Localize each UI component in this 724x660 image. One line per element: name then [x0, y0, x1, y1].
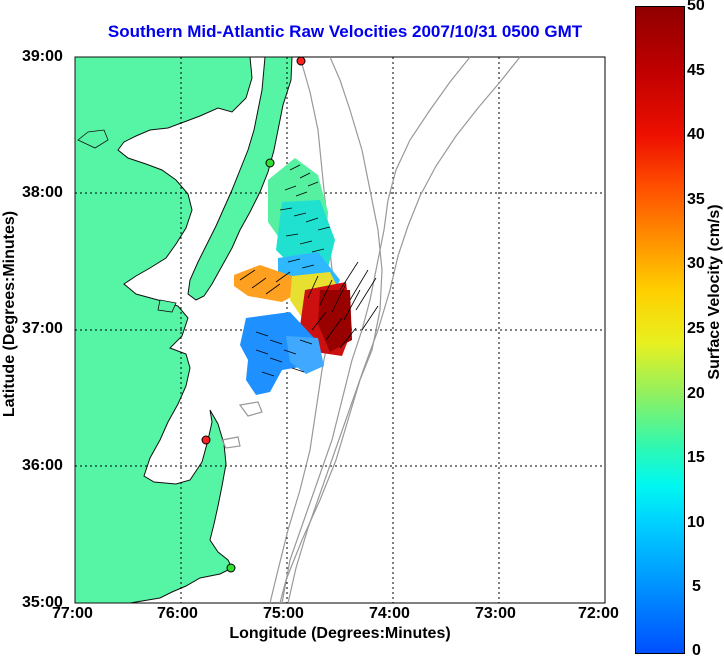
- velocity-south-lightblue: [286, 336, 324, 374]
- y-tick: 35:00: [22, 594, 63, 611]
- x-tick: 74:00: [369, 605, 410, 622]
- colorbar-tick: 20: [687, 385, 705, 402]
- velocity-core-darkred: [318, 290, 352, 352]
- delmarva-peninsula: [187, 56, 293, 301]
- colorbar-tick: 40: [687, 126, 705, 143]
- colorbar-tick: 0: [692, 642, 701, 659]
- colorbar-tick: 10: [687, 514, 705, 531]
- colorbar-tick: 5: [692, 578, 701, 595]
- western-shore: [74, 56, 253, 604]
- x-tick: 77:00: [52, 605, 93, 622]
- velocity-north-cyan: [276, 200, 335, 270]
- colorbar-tick: 30: [687, 255, 705, 272]
- x-tick: 72:00: [578, 605, 619, 622]
- y-axis-label: Latitude (Degrees:Minutes): [1, 210, 18, 418]
- station-marker: [265, 158, 275, 168]
- x-axis-label: Longitude (Degrees:Minutes): [229, 625, 451, 642]
- y-tick: 36:00: [22, 457, 63, 474]
- colorbar: [635, 6, 685, 654]
- velocity-arrows: [239, 164, 379, 377]
- map-title: Southern Mid-Atlantic Raw Velocities 200…: [107, 22, 583, 41]
- velocity-west-orange: [234, 265, 300, 302]
- station-marker: [296, 56, 306, 66]
- colorbar-label: Surface Velocity (cm/s): [706, 204, 723, 380]
- colorbar-tick: 45: [687, 62, 705, 79]
- y-tick: 38:00: [22, 184, 63, 201]
- land: [74, 56, 293, 604]
- colorbar-tick: 15: [687, 449, 705, 466]
- y-tick: 37:00: [22, 320, 63, 337]
- velocity-field: [234, 158, 352, 395]
- x-tick: 73:00: [475, 605, 516, 622]
- stations: [201, 56, 306, 573]
- y-tick: 39:00: [22, 48, 63, 65]
- colorbar-tick: 50: [687, 0, 705, 14]
- x-tick: 76:00: [157, 605, 198, 622]
- colorbar-tick: 25: [687, 320, 705, 337]
- colorbar-tick: 35: [687, 191, 705, 208]
- station-marker: [201, 435, 211, 445]
- x-tick: 75:00: [263, 605, 304, 622]
- station-marker: [226, 563, 236, 573]
